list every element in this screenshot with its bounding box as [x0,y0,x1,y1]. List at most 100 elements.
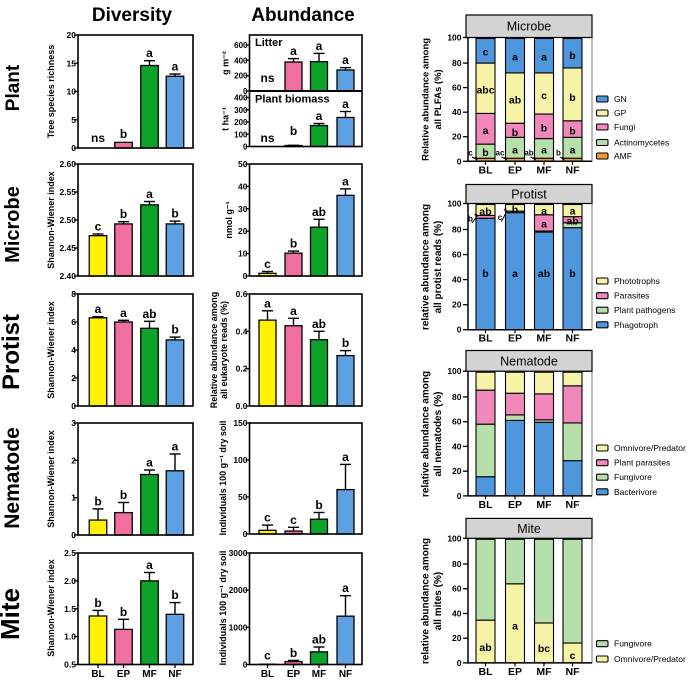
svg-text:Relative abundance among: Relative abundance among [421,38,432,161]
svg-text:60: 60 [452,417,462,427]
svg-text:EP: EP [508,499,522,511]
svg-text:20: 20 [238,226,248,236]
svg-text:Omnivore/Predator: Omnivore/Predator [614,654,686,664]
svg-text:all mites (%): all mites (%) [433,572,444,630]
svg-text:400: 400 [234,56,248,65]
svg-text:4: 4 [71,345,76,355]
svg-text:50: 50 [238,492,248,502]
svg-text:Plant biomass: Plant biomass [255,94,330,106]
svg-text:c: c [541,90,547,102]
svg-text:60: 60 [452,83,462,93]
svg-text:Shannon-Wiener index: Shannon-Wiener index [46,171,56,268]
svg-text:0.6: 0.6 [236,289,248,299]
svg-text:b: b [556,149,561,158]
svg-text:b: b [569,50,575,62]
svg-text:1.5: 1.5 [64,604,76,614]
svg-text:all nematodes (%): all nematodes (%) [433,391,444,476]
svg-text:NF: NF [339,669,352,680]
svg-text:a: a [290,44,297,58]
svg-text:6: 6 [71,317,76,327]
svg-text:EP: EP [508,666,522,678]
svg-text:ab: ab [524,149,533,158]
svg-text:MF: MF [536,333,552,345]
svg-text:b: b [482,268,488,280]
svg-text:60: 60 [452,250,462,260]
svg-text:0: 0 [457,156,462,166]
svg-text:Fungivore: Fungivore [614,472,652,482]
svg-text:EP: EP [508,164,522,176]
svg-text:b: b [171,588,178,602]
svg-text:Fungi: Fungi [614,122,635,132]
svg-text:15: 15 [67,58,77,68]
svg-text:BL: BL [91,669,104,680]
svg-text:20: 20 [67,30,77,40]
svg-text:a: a [570,145,576,157]
svg-text:Bacterivore: Bacterivore [614,487,657,497]
svg-text:all protist reads (%): all protist reads (%) [433,221,444,314]
svg-text:10: 10 [238,249,248,259]
svg-text:ab: ab [312,633,326,647]
svg-text:40: 40 [452,441,462,451]
svg-text:a: a [541,205,547,217]
svg-text:20: 20 [452,132,462,142]
svg-text:Protist: Protist [0,314,25,390]
svg-text:Fungivore: Fungivore [614,639,652,649]
svg-text:ab: ab [312,205,326,219]
svg-text:Protist: Protist [511,187,547,201]
svg-text:ac: ac [496,149,505,158]
svg-text:a: a [342,450,349,464]
svg-text:c: c [483,47,489,59]
svg-text:10: 10 [67,87,77,97]
svg-text:80: 80 [452,225,462,235]
svg-text:a: a [541,51,547,63]
svg-text:relative abundance among: relative abundance among [421,371,432,497]
svg-text:ab: ab [538,268,550,280]
svg-text:b: b [482,147,488,159]
svg-text:a: a [146,187,153,201]
svg-text:b: b [512,127,518,139]
svg-text:ab: ab [479,642,491,654]
svg-text:20: 20 [452,466,462,476]
svg-text:1000: 1000 [229,622,248,632]
svg-text:8: 8 [71,289,76,299]
svg-text:GN: GN [614,94,627,104]
svg-text:b: b [94,596,101,610]
svg-text:b: b [94,494,101,508]
svg-text:MF: MF [312,669,326,680]
svg-text:600: 600 [234,41,248,50]
svg-text:a: a [95,302,102,316]
svg-text:Actinomycetes: Actinomycetes [614,138,669,148]
svg-text:c: c [95,220,102,234]
svg-text:MF: MF [536,499,552,511]
svg-text:0: 0 [243,660,248,670]
svg-text:b: b [120,207,127,221]
svg-text:Relative abundance among: Relative abundance among [209,292,219,409]
svg-text:2.40: 2.40 [59,271,76,281]
svg-text:b: b [171,207,178,221]
svg-text:400: 400 [234,94,248,103]
svg-text:relative abundance among: relative abundance among [421,538,432,664]
svg-text:3: 3 [71,418,76,428]
svg-text:0.4: 0.4 [236,326,248,336]
svg-text:g m⁻²: g m⁻² [221,51,231,75]
svg-text:Tree species richness: Tree species richness [46,45,56,139]
svg-text:100: 100 [233,455,247,465]
svg-text:50: 50 [238,159,248,169]
svg-text:2.0: 2.0 [64,576,76,586]
svg-text:b: b [120,605,127,619]
svg-text:a: a [316,39,323,53]
svg-text:MF: MF [536,666,552,678]
svg-text:ab: ab [312,317,326,331]
svg-text:Parasites: Parasites [614,291,649,301]
svg-text:0: 0 [243,529,248,539]
svg-text:ns: ns [260,131,274,145]
svg-text:a: a [342,174,349,188]
svg-text:100: 100 [447,33,461,43]
svg-text:5: 5 [71,115,76,125]
svg-text:40: 40 [452,275,462,285]
svg-text:100: 100 [447,533,461,543]
svg-text:a: a [512,620,518,632]
svg-text:NF: NF [566,666,581,678]
svg-text:Plant: Plant [3,64,24,111]
svg-text:EP: EP [508,333,522,345]
